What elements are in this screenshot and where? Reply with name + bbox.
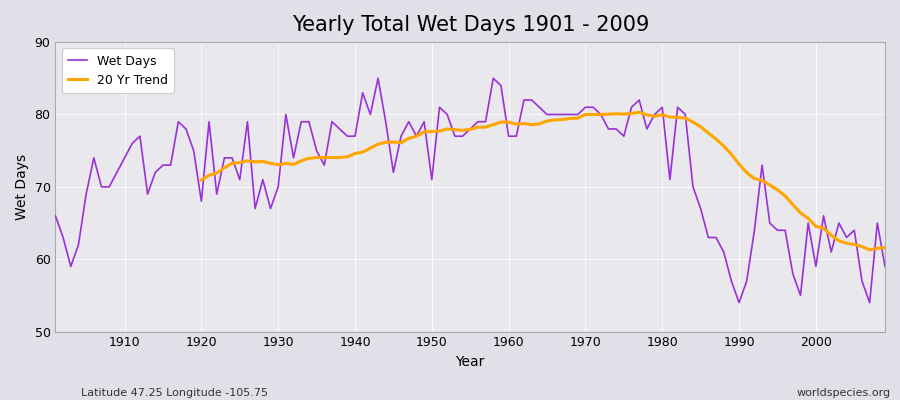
20 Yr Trend bbox=[403, 136, 414, 141]
Wet Days bbox=[50, 213, 61, 218]
Wet Days bbox=[503, 134, 514, 138]
Wet Days bbox=[112, 170, 122, 175]
Wet Days bbox=[281, 112, 292, 117]
Wet Days bbox=[734, 300, 744, 305]
Title: Yearly Total Wet Days 1901 - 2009: Yearly Total Wet Days 1901 - 2009 bbox=[292, 15, 649, 35]
Y-axis label: Wet Days: Wet Days bbox=[15, 154, 29, 220]
Text: worldspecies.org: worldspecies.org bbox=[796, 388, 891, 398]
Wet Days bbox=[879, 264, 890, 269]
20 Yr Trend bbox=[634, 110, 644, 115]
Legend: Wet Days, 20 Yr Trend: Wet Days, 20 Yr Trend bbox=[62, 48, 174, 93]
20 Yr Trend bbox=[196, 178, 207, 182]
20 Yr Trend bbox=[864, 248, 875, 252]
20 Yr Trend bbox=[879, 245, 890, 250]
20 Yr Trend bbox=[288, 162, 299, 167]
20 Yr Trend bbox=[772, 187, 783, 192]
Line: 20 Yr Trend: 20 Yr Trend bbox=[202, 112, 885, 250]
Text: Latitude 47.25 Longitude -105.75: Latitude 47.25 Longitude -105.75 bbox=[81, 388, 268, 398]
20 Yr Trend bbox=[857, 244, 868, 249]
20 Yr Trend bbox=[680, 116, 690, 120]
Wet Days bbox=[511, 134, 522, 138]
X-axis label: Year: Year bbox=[455, 355, 485, 369]
Wet Days bbox=[327, 119, 338, 124]
Wet Days bbox=[603, 126, 614, 131]
20 Yr Trend bbox=[788, 202, 798, 207]
Wet Days bbox=[373, 76, 383, 81]
Line: Wet Days: Wet Days bbox=[56, 78, 885, 303]
